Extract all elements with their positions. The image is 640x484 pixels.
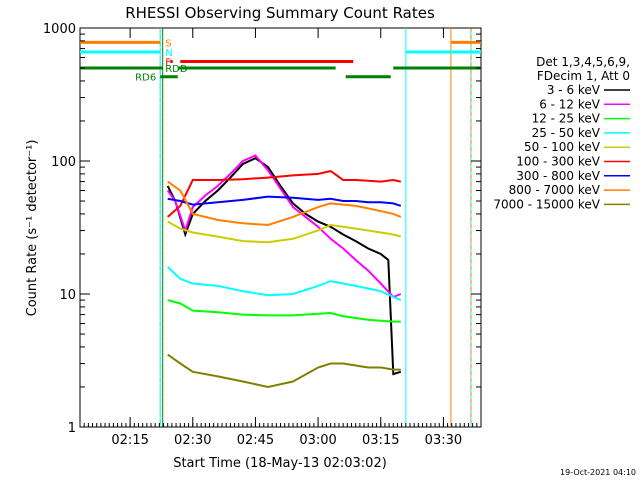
y-tick-label-10: 10 (59, 288, 76, 303)
legend-header-line-1: Det 1,3,4,5,6,9, (536, 55, 630, 69)
state-label-s: S (165, 38, 171, 49)
timestamp: 19-Oct-2021 04:10 (560, 468, 636, 477)
legend-label-7: 800 - 7000 keV (509, 183, 601, 197)
vertical-markers (159, 28, 472, 427)
series-lines (166, 154, 402, 389)
legend-label-5: 100 - 300 keV (516, 155, 600, 169)
series-line-2 (167, 299, 401, 323)
x-tick-label-0245: 02:45 (237, 433, 274, 448)
series-line-5 (167, 170, 402, 218)
series-line-0 (166, 157, 402, 376)
state-label-rd6: RD6 (135, 73, 156, 84)
series-line-3 (167, 266, 402, 302)
legend-label-3: 25 - 50 keV (532, 126, 601, 140)
series-line-6 (167, 195, 402, 207)
legend: Det 1,3,4,5,6,9, FDecim 1, Att 0 3 - 6 k… (493, 55, 630, 211)
y-tick-label-1: 1 (68, 421, 76, 436)
state-label-n: N (165, 48, 172, 59)
y-axis-label: Count Rate (s⁻¹ detector⁻¹) (25, 140, 40, 317)
plot-frame (79, 27, 482, 428)
y-tick-label-100: 100 (51, 155, 76, 170)
state-label-rdd: RDD (165, 64, 188, 75)
legend-label-6: 300 - 800 keV (516, 169, 600, 183)
legend-label-1: 6 - 12 keV (539, 97, 601, 111)
x-tick-label-0315: 03:15 (362, 433, 399, 448)
state-label-f: F (165, 57, 171, 68)
series-line-8 (167, 353, 401, 389)
y-axis: 1 10 100 1000 (43, 22, 481, 436)
legend-label-2: 12 - 25 keV (532, 112, 601, 126)
x-axis: 02:15 02:30 02:45 03:00 03:15 03:30 (79, 28, 482, 448)
x-tick-label-0300: 03:00 (299, 433, 336, 448)
legend-label-0: 3 - 6 keV (547, 83, 601, 97)
legend-header-line-2: FDecim 1, Att 0 (537, 69, 630, 83)
chart-title: RHESSI Observing Summary Count Rates (125, 4, 435, 22)
y-tick-label-1000: 1000 (43, 22, 76, 37)
x-tick-label-0230: 02:30 (174, 433, 211, 448)
x-axis-label: Start Time (18-May-13 02:03:02) (173, 456, 387, 471)
x-tick-label-0215: 02:15 (111, 433, 148, 448)
x-tick-label-0330: 03:30 (425, 433, 462, 448)
series-line-7 (167, 180, 402, 227)
legend-label-4: 50 - 100 keV (524, 140, 601, 154)
legend-label-8: 7000 - 15000 keV (493, 197, 600, 211)
series-line-4 (167, 220, 402, 244)
